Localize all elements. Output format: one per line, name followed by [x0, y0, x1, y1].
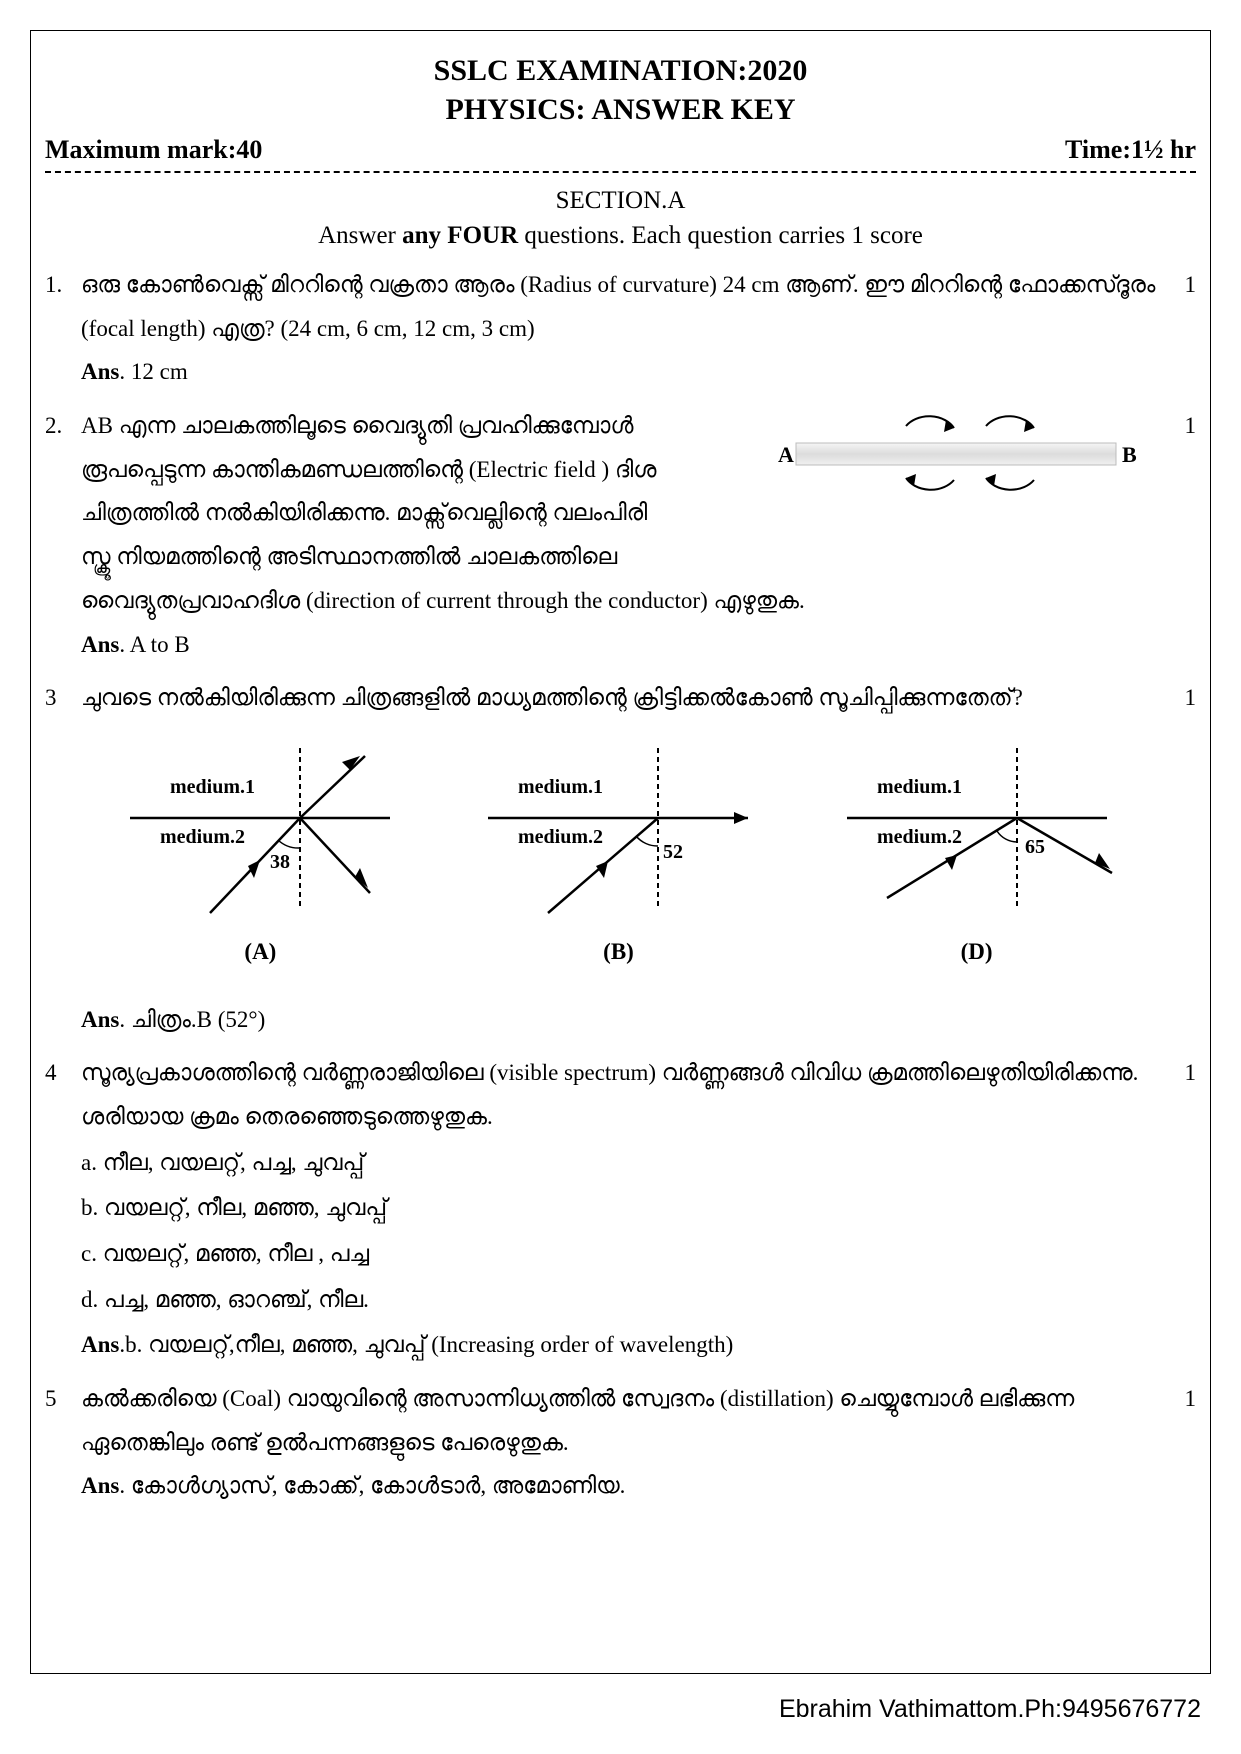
conductor-diagram: A B — [766, 408, 1146, 498]
max-mark: Maximum mark:40 — [45, 135, 262, 165]
q2-line4: സ്ക്രൂ നിയമത്തിന്റെ അടിസ്ഥാനത്തിൽ ചാലകത്… — [81, 535, 1156, 579]
svg-text:medium.1: medium.1 — [170, 776, 255, 798]
diagram-d: medium.1 medium.2 65 — [827, 738, 1127, 918]
q1-line2: (focal length) എത്ര? (24 cm, 6 cm, 12 cm… — [81, 307, 1156, 351]
svg-text:medium.2: medium.2 — [160, 826, 245, 848]
q4-line1: സൂര്യപ്രകാശത്തിന്റെ വർണ്ണരാജിയിലെ (visib… — [81, 1051, 1156, 1095]
q4-opt-a: a. നീല, വയലറ്റ്, പച്ച, ചുവപ്പ് — [81, 1141, 1156, 1185]
q4-opt-b: b. വയലറ്റ്, നീല, മഞ്ഞ, ചുവപ്പ് — [81, 1186, 1156, 1230]
page-frame: SSLC EXAMINATION:2020 PHYSICS: ANSWER KE… — [30, 30, 1211, 1674]
q1-body: ഒരു കോൺവെക്സ് മിററിന്റെ വക്രതാ ആരം (Radi… — [81, 263, 1166, 394]
q3-body: ചുവടെ നൽകിയിരിക്കുന്ന ചിത്രങ്ങളിൽ മാധ്യമ… — [81, 676, 1166, 1041]
q1-number: 1. — [45, 263, 81, 307]
q5-score: 1 — [1166, 1377, 1196, 1421]
q1-answer: Ans. 12 cm — [81, 350, 1156, 394]
q3-score: 1 — [1166, 676, 1196, 720]
separator — [45, 171, 1196, 173]
q4-opt-c: c. വയലറ്റ്, മഞ്ഞ, നീല , പച്ച — [81, 1232, 1156, 1276]
q4-line2: ശരിയായ ക്രമം തെരഞ്ഞെടുത്തെഴുതുക. — [81, 1095, 1156, 1139]
q5-answer: Ans. കോൾഗ്യാസ്, കോക്ക്, കോൾടാർ, അമോണിയ. — [81, 1464, 1156, 1508]
question-4: 4 സൂര്യപ്രകാശത്തിന്റെ വർണ്ണരാജിയിലെ (vis… — [45, 1051, 1196, 1367]
q4-body: സൂര്യപ്രകാശത്തിന്റെ വർണ്ണരാജിയിലെ (visib… — [81, 1051, 1166, 1367]
q2-answer: Ans. A to B — [81, 623, 1156, 667]
meta-row: Maximum mark:40 Time:1½ hr — [45, 135, 1196, 165]
question-5: 5 കൽക്കരിയെ (Coal) വായുവിന്റെ അസാന്നിധ്യ… — [45, 1377, 1196, 1508]
q5-number: 5 — [45, 1377, 81, 1421]
label-d: (D) — [961, 930, 993, 974]
svg-text:medium.1: medium.1 — [518, 776, 603, 798]
q2-score: 1 — [1166, 404, 1196, 448]
section-instruction: Answer any FOUR questions. Each question… — [45, 218, 1196, 253]
time-label: Time:1½ hr — [1065, 135, 1196, 165]
title-line1: SSLC EXAMINATION:2020 — [45, 51, 1196, 90]
q3-diagrams: medium.1 medium.2 38 — [81, 738, 1156, 918]
section-a: SECTION.A — [45, 183, 1196, 218]
title-line2: PHYSICS: ANSWER KEY — [45, 90, 1196, 129]
label-a: (A) — [244, 930, 276, 974]
svg-text:medium.2: medium.2 — [877, 826, 962, 848]
q4-opt-d: d. പച്ച, മഞ്ഞ, ഓറഞ്ച്, നീല. — [81, 1278, 1156, 1322]
q2-body: A B AB എന്ന ചാലകത്തിലൂടെ വൈദ്യുതി പ്രവഹി… — [81, 404, 1166, 666]
diagram-a: medium.1 medium.2 38 — [110, 738, 410, 918]
svg-text:38: 38 — [270, 851, 290, 873]
q4-answer: Ans.b. വയലറ്റ്,നീല, മഞ്ഞ, ചുവപ്പ് (Incre… — [81, 1323, 1156, 1367]
q3-number: 3 — [45, 676, 81, 720]
q2-line5: വൈദ്യുതപ്രവാഹദിശ (direction of current t… — [81, 579, 1156, 623]
svg-text:65: 65 — [1025, 836, 1045, 858]
q5-line1: കൽക്കരിയെ (Coal) വായുവിന്റെ അസാന്നിധ്യത്… — [81, 1377, 1156, 1421]
svg-text:medium.2: medium.2 — [518, 826, 603, 848]
svg-text:52: 52 — [663, 841, 683, 863]
q3-diagram-labels: (A) (B) (D) — [81, 930, 1156, 974]
question-3: 3 ചുവടെ നൽകിയിരിക്കുന്ന ചിത്രങ്ങളിൽ മാധ്… — [45, 676, 1196, 1041]
q5-line2: ഏതെങ്കിലും രണ്ട് ഉൽപന്നങ്ങളുടെ പേരെഴുതുക… — [81, 1421, 1156, 1465]
q3-answer: Ans. ചിത്രം.B (52°) — [81, 998, 1156, 1042]
section-heading: SECTION.A Answer any FOUR questions. Eac… — [45, 183, 1196, 253]
q2-number: 2. — [45, 404, 81, 448]
q4-options: a. നീല, വയലറ്റ്, പച്ച, ചുവപ്പ് b. വയലറ്റ… — [81, 1141, 1156, 1322]
footer-credit: Ebrahim Vathimattom.Ph:9495676772 — [779, 1695, 1201, 1724]
q4-score: 1 — [1166, 1051, 1196, 1095]
label-b: (B) — [603, 930, 634, 974]
svg-text:medium.1: medium.1 — [877, 776, 962, 798]
q1-score: 1 — [1166, 263, 1196, 307]
question-1: 1. ഒരു കോൺവെക്സ് മിററിന്റെ വക്രതാ ആരം (R… — [45, 263, 1196, 394]
question-2: 2. A B — [45, 404, 1196, 666]
q1-line1: ഒരു കോൺവെക്സ് മിററിന്റെ വക്രതാ ആരം (Radi… — [81, 263, 1156, 307]
title-block: SSLC EXAMINATION:2020 PHYSICS: ANSWER KE… — [45, 51, 1196, 129]
q4-number: 4 — [45, 1051, 81, 1095]
q5-body: കൽക്കരിയെ (Coal) വായുവിന്റെ അസാന്നിധ്യത്… — [81, 1377, 1166, 1508]
label-b: B — [1122, 442, 1137, 467]
q3-text: ചുവടെ നൽകിയിരിക്കുന്ന ചിത്രങ്ങളിൽ മാധ്യമ… — [81, 676, 1156, 720]
label-a: A — [778, 442, 794, 467]
diagram-b: medium.1 medium.2 52 — [468, 738, 768, 918]
